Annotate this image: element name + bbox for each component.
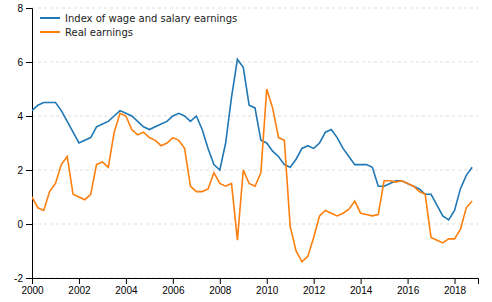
chart: 2000 2002 2004 2006 2008 2010 2012 2014 2016 2018… [0,0,492,302]
legend-label: Index of wage and salary earnings [65,13,237,24]
x-tick-mark [408,278,409,284]
series-line [32,89,472,262]
legend-swatch [40,31,60,33]
x-tick-mark [314,278,315,284]
grid-line [32,62,478,63]
x-tick-mark [361,278,362,284]
x-tick-mark [79,278,80,284]
x-tick: 2010 [256,278,279,296]
grid-line [32,170,478,171]
x-tick-mark [126,278,127,284]
y-tick-label: 6 [17,57,23,68]
grid [32,8,478,278]
x-axis-line [33,279,479,285]
x-tick-label: 2006 [162,285,185,296]
grid-line [32,116,478,117]
x-tick: 2000 [21,278,44,296]
legend-swatch [40,17,60,19]
x-tick-mark [267,278,268,284]
x-tick-label: 2014 [350,285,373,296]
y-tick: -2 [14,273,32,284]
x-tick-label: 2008 [209,285,232,296]
y-tick-mark [26,62,32,63]
y-tick-label: -2 [14,273,23,284]
x-tick-label: 2012 [303,285,326,296]
x-tick: 2006 [162,278,185,296]
x-axis: 2000 2002 2004 2006 2008 2010 2012 2014 2016 2018 [21,278,478,296]
x-tick-label: 2010 [256,285,279,296]
legend: Index of wage and salary earnings Real ea… [40,13,237,38]
y-tick-label: 4 [17,111,23,122]
grid-line [32,8,478,9]
grid-line [32,224,478,225]
y-tick: 4 [17,111,32,122]
y-tick-label: 0 [17,219,23,230]
x-tick-label: 2000 [21,285,44,296]
x-tick: 2016 [397,278,420,296]
x-tick: 2012 [303,278,326,296]
y-tick-label: 8 [17,3,23,14]
x-tick: 2002 [68,278,91,296]
x-tick-mark [455,278,456,284]
y-tick: 8 [17,3,32,14]
y-tick: 6 [17,57,32,68]
x-tick: 2014 [350,278,373,296]
series-line [32,59,472,220]
x-tick-label: 2004 [115,285,138,296]
y-axis-line [26,9,33,279]
y-tick-mark [26,278,32,279]
y-tick-mark [26,170,32,171]
x-tick-label: 2002 [68,285,91,296]
y-tick-label: 2 [17,165,23,176]
legend-item: Real earnings [40,27,133,38]
y-tick-mark [26,8,32,9]
x-tick-label: 2018 [444,285,467,296]
x-tick: 2008 [209,278,232,296]
x-tick-label: 2016 [397,285,420,296]
y-tick: 0 [17,219,32,230]
plot-area [32,59,472,261]
x-tick-mark [173,278,174,284]
x-tick: 2018 [444,278,467,296]
y-tick-mark [26,224,32,225]
y-axis: -2 0 2 4 6 8 [14,3,32,284]
x-tick: 2004 [115,278,138,296]
x-tick-mark [220,278,221,284]
legend-label: Real earnings [65,27,133,38]
y-tick: 2 [17,165,32,176]
y-tick-mark [26,116,32,117]
legend-item: Index of wage and salary earnings [40,13,237,24]
